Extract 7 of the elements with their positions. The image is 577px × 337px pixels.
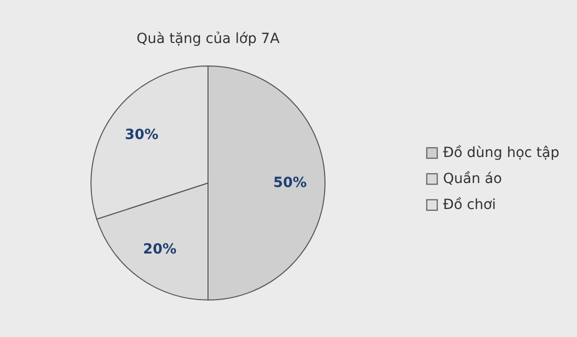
data-label: 20% [143,241,177,258]
data-label: 30% [124,126,158,143]
legend-label: Quần áo [443,171,502,187]
legend-label: Đồ dùng học tập [443,145,560,161]
data-label: 50% [273,175,307,191]
legend-label: Đồ chơi [443,197,496,213]
chart-title: Quà tặng của lớp 7A [136,31,280,47]
